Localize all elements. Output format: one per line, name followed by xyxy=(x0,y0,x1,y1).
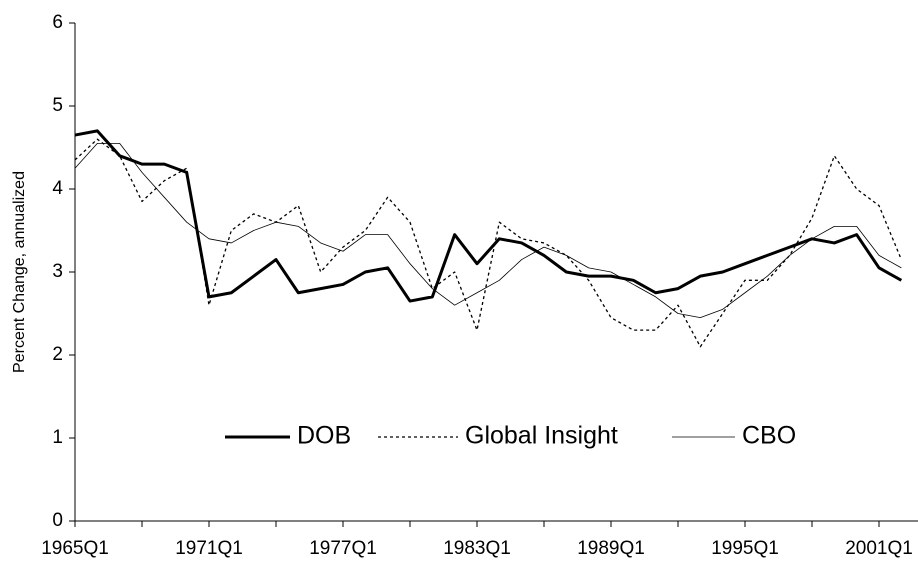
y-axis-label: Percent Change, annualized xyxy=(11,171,28,373)
y-tick-label: 3 xyxy=(52,261,63,282)
y-tick-label: 4 xyxy=(52,178,63,199)
x-tick-label: 2001Q1 xyxy=(845,538,913,559)
series-line xyxy=(74,142,902,319)
x-tick-label: 1965Q1 xyxy=(41,538,109,559)
x-tick-label: 1989Q1 xyxy=(577,538,645,559)
x-tick-label: 1971Q1 xyxy=(175,538,243,559)
x-tick-label: 1977Q1 xyxy=(309,538,377,559)
series-line xyxy=(74,138,902,348)
legend-label: CBO xyxy=(742,422,796,450)
y-tick-label: 2 xyxy=(52,344,63,365)
x-tick-label: 1983Q1 xyxy=(443,538,511,559)
y-tick-label: 0 xyxy=(52,510,63,531)
y-tick-label: 1 xyxy=(52,427,63,448)
x-tick-label: 1995Q1 xyxy=(711,538,779,559)
legend-label: DOB xyxy=(297,422,351,450)
legend-label: Global Insight xyxy=(465,422,618,450)
series-line xyxy=(74,129,903,303)
y-tick-label: 5 xyxy=(52,95,63,116)
y-tick-label: 6 xyxy=(52,12,63,33)
